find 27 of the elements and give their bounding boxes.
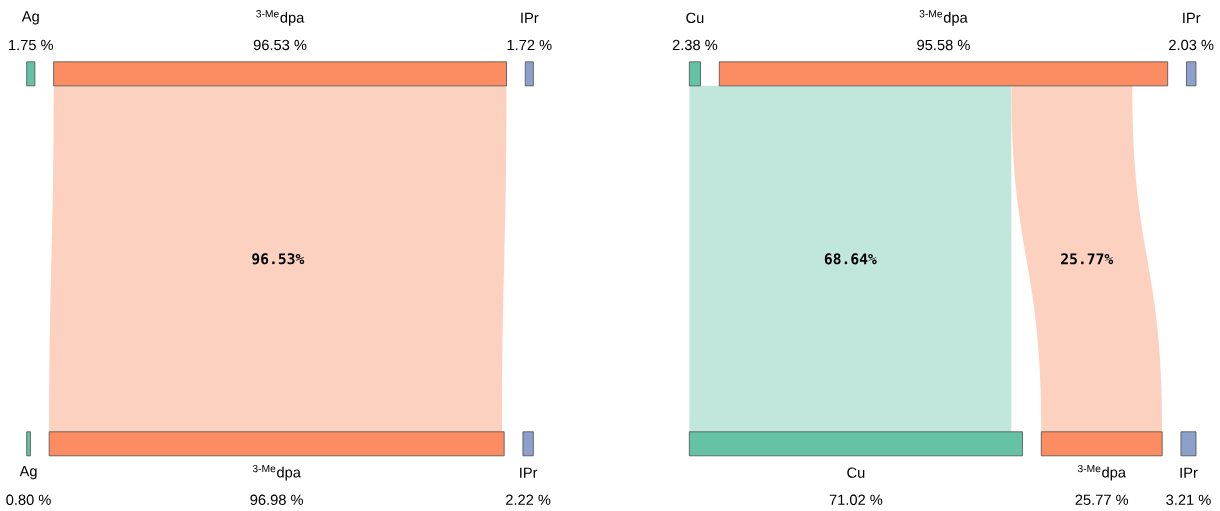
data-label: 25.77 % [1075,494,1129,505]
data-label: 0.80 % [6,494,51,505]
category-label: IPr [1183,12,1201,23]
category-label: IPr [1180,467,1198,478]
data-label: 96.53 % [253,39,307,51]
category-label: Cu [847,467,865,478]
data-label: 2.22 % [506,494,551,505]
category-label: IPr [520,467,538,478]
data-label: 25.77% [1061,253,1114,265]
category-label: $^{3-Me}$dpa [252,464,301,481]
category-label: Ag [19,466,37,480]
category-label: Ag [21,11,39,25]
data-label: 96.98 % [250,494,304,505]
category-label: $^{3-Me}$dpa [256,10,305,26]
data-label: 71.02 % [829,494,883,505]
category-label: $^{3-Me}$dpa [919,10,968,26]
data-label: 68.64% [824,253,877,265]
data-label: 96.53% [252,253,305,265]
data-label: 95.58 % [917,39,970,51]
data-label: 1.72 % [507,39,552,51]
category-label: Cu [686,12,704,24]
category-label: IPr [521,12,539,23]
data-label: 2.03 % [1169,39,1214,51]
category-label: $^{3-Me}$dpa [1077,464,1126,481]
data-label: 1.75 % [9,39,54,51]
data-label: 3.21 % [1166,494,1211,505]
data-label: 2.38 % [672,39,718,51]
